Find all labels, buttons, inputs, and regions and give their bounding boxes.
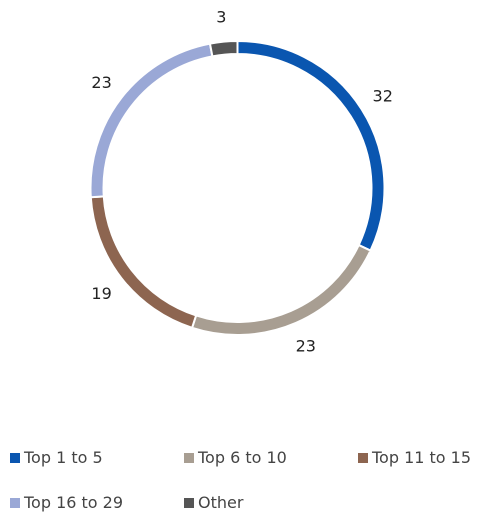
legend-swatch xyxy=(184,452,194,463)
data-labels: 32 23 19 23 3 xyxy=(91,7,392,355)
legend-label: Other xyxy=(198,493,244,512)
legend-item-other: Other xyxy=(184,493,243,512)
legend-swatch xyxy=(10,497,20,508)
data-label-top-16-to-29: 23 xyxy=(91,73,111,92)
legend-label: Top 11 to 15 xyxy=(372,448,472,467)
legend-swatch xyxy=(184,497,194,508)
slice-top-16-to-29 xyxy=(89,42,214,199)
slice-other xyxy=(208,39,239,58)
donut-slices xyxy=(89,39,386,336)
legend-swatch xyxy=(10,452,20,463)
legend-swatch xyxy=(358,452,368,463)
slice-top-11-to-15 xyxy=(89,195,198,330)
data-label-top-6-to-10: 23 xyxy=(296,336,316,355)
data-label-top-1-to-5: 32 xyxy=(373,86,393,105)
legend-label: Top 1 to 5 xyxy=(24,448,103,467)
chart-legend: Top 1 to 5 Top 6 to 10 Top 11 to 15 Top … xyxy=(0,440,485,516)
legend-item-top-6-to-10: Top 6 to 10 xyxy=(184,448,287,467)
legend-label: Top 16 to 29 xyxy=(24,493,124,512)
legend-label: Top 6 to 10 xyxy=(198,448,287,467)
data-label-top-11-to-15: 19 xyxy=(91,284,111,303)
slice-top-1-to-5 xyxy=(236,39,386,252)
legend-item-top-11-to-15: Top 11 to 15 xyxy=(358,448,471,467)
legend-item-top-16-to-29: Top 16 to 29 xyxy=(10,493,123,512)
data-label-other: 3 xyxy=(216,7,226,26)
donut-chart: 32 23 19 23 3 xyxy=(89,7,393,355)
legend-item-top-1-to-5: Top 1 to 5 xyxy=(10,448,103,467)
slice-top-6-to-10 xyxy=(190,243,372,336)
